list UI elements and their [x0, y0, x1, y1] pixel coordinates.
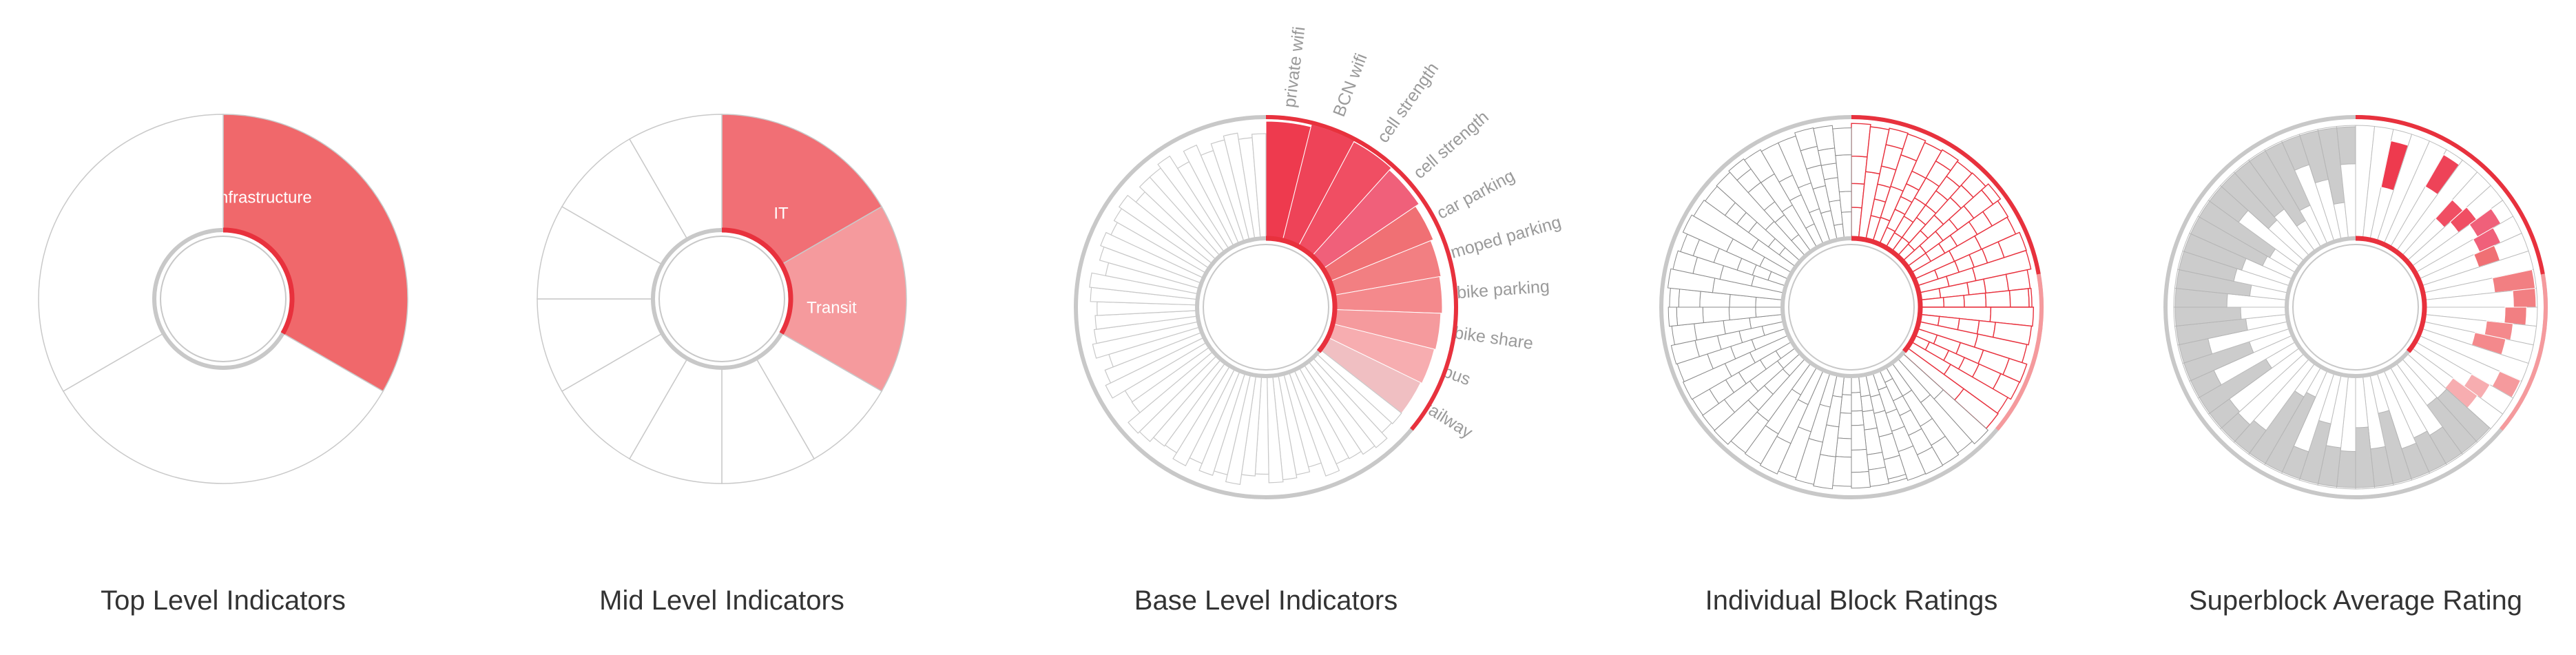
indicator-label: cell strength — [1410, 107, 1493, 183]
indicator-label: BCN wifi — [1329, 51, 1371, 120]
block-cell — [1984, 290, 2011, 308]
outer-accent-arc-light — [1995, 273, 2044, 431]
rating-fill — [2336, 126, 2356, 165]
caption-mid-level: Mid Level Indicators — [599, 585, 844, 616]
block-cell — [1702, 306, 1730, 324]
block-cell — [1818, 147, 1837, 166]
block-cell — [1820, 163, 1838, 180]
caption-superblock-rating: Superblock Average Rating — [2189, 585, 2522, 616]
outer-accent-arc — [1265, 115, 1458, 431]
block-cell — [1668, 306, 1679, 327]
sector-label: Infrastructure — [214, 189, 311, 207]
mid-level-diagram: IT Transit — [537, 114, 907, 484]
block-cell — [2027, 287, 2033, 308]
caption-base-level: Base Level Indicators — [1134, 585, 1398, 616]
hub-inner-ring — [2292, 244, 2419, 371]
block-cell — [1868, 466, 1890, 487]
block-cell — [1835, 437, 1852, 458]
block-cell — [1678, 289, 1701, 308]
block-cell — [1851, 424, 1867, 451]
block-cell — [1851, 410, 1865, 426]
hub-accent-arc — [1265, 236, 1338, 353]
block-ratings-diagram — [1659, 115, 2044, 499]
caption-block-ratings: Individual Block Ratings — [1705, 585, 1998, 616]
block-cell — [2008, 288, 2030, 308]
sector-label: IT — [773, 204, 789, 222]
indicator-label: car parking — [1434, 166, 1518, 223]
hub-inner-ring — [160, 236, 287, 362]
block-cell — [1963, 292, 1987, 308]
indicator-label: cell strength — [1373, 59, 1442, 146]
sector-label: Transit — [807, 298, 857, 317]
hub-accent-arc — [721, 227, 793, 335]
block-cell — [1866, 452, 1886, 470]
hub-accent-arc — [1851, 236, 1923, 353]
top-level-diagram: Infrastructure — [38, 114, 408, 484]
block-cell — [1851, 375, 1861, 393]
rating-fill — [2504, 306, 2527, 326]
block-cell — [1851, 470, 1871, 489]
superblock-rating-diagram — [2163, 115, 2548, 499]
block-cell — [1942, 295, 1965, 308]
hub-accent-arc — [2355, 236, 2427, 353]
hub-inner-ring — [1203, 244, 1329, 371]
outer-accent-arc — [2355, 115, 2545, 275]
outer-accent-arc — [1851, 115, 2041, 275]
caption-top-level: Top Level Indicators — [101, 585, 346, 616]
hub-accent-arc — [222, 227, 295, 335]
block-cell — [1669, 287, 1681, 308]
indicator-label: private wifi — [1280, 25, 1309, 109]
block-cell — [1851, 391, 1863, 412]
outer-accent-arc-light — [2500, 273, 2548, 431]
indicator-label: moped parking — [1448, 212, 1564, 262]
block-cell — [1676, 306, 1704, 326]
block-cell — [1838, 191, 1852, 213]
hub-inner-ring — [1788, 244, 1915, 371]
rating-fill — [2512, 288, 2537, 308]
hub-inner-ring — [658, 236, 785, 362]
block-cell — [1832, 127, 1852, 156]
indicator-label: bike parking — [1456, 277, 1550, 302]
indicator-label: bike share — [1453, 323, 1535, 353]
block-cell — [1851, 448, 1869, 473]
